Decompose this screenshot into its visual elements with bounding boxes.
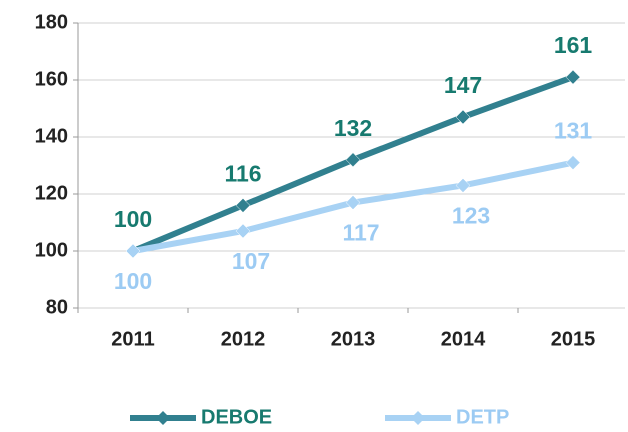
- data-label: 161: [554, 32, 593, 58]
- legend-label: DETP: [456, 406, 509, 428]
- marker: [565, 69, 581, 85]
- marker: [235, 223, 251, 239]
- y-tick-label: 120: [35, 182, 68, 204]
- data-label: 132: [334, 115, 372, 141]
- legend-marker: [156, 411, 170, 425]
- marker: [125, 243, 141, 259]
- y-tick-label: 100: [35, 239, 68, 261]
- legend-label: DEBOE: [201, 406, 272, 428]
- x-tick-label: 2014: [441, 328, 486, 350]
- x-tick-label: 2012: [221, 328, 266, 350]
- data-label: 107: [232, 248, 270, 274]
- y-tick-label: 80: [46, 296, 68, 318]
- data-label: 131: [554, 118, 593, 144]
- data-label: 117: [342, 220, 379, 246]
- marker: [455, 109, 471, 125]
- data-label: 147: [444, 72, 482, 98]
- marker: [345, 152, 361, 168]
- x-tick-label: 2011: [111, 328, 154, 350]
- marker: [565, 155, 581, 171]
- y-tick-label: 140: [35, 125, 68, 147]
- marker: [455, 178, 471, 193]
- data-label: 100: [114, 206, 152, 232]
- data-label: 123: [452, 203, 490, 229]
- data-label: 100: [114, 268, 152, 294]
- y-tick-label: 180: [35, 11, 68, 33]
- data-label: 116: [224, 160, 261, 186]
- x-tick-label: 2013: [331, 328, 376, 350]
- marker: [345, 195, 361, 210]
- y-tick-label: 160: [35, 68, 68, 90]
- marker: [235, 198, 251, 213]
- x-tick-label: 2015: [551, 328, 596, 350]
- legend-marker: [411, 411, 425, 425]
